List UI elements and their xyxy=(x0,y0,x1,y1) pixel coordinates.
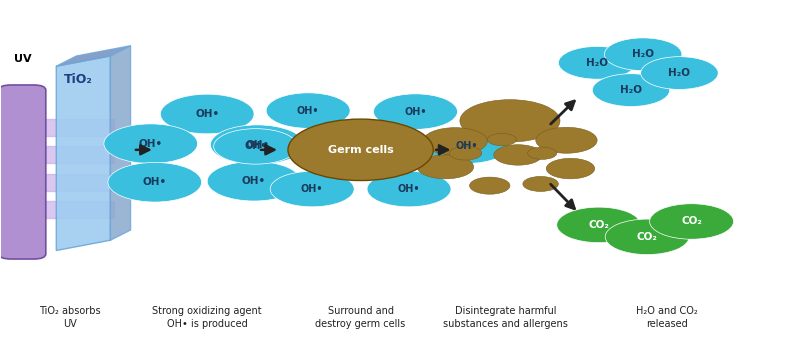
Text: OH•: OH• xyxy=(245,140,270,150)
Circle shape xyxy=(494,145,542,165)
Circle shape xyxy=(207,161,301,201)
Text: TiO₂: TiO₂ xyxy=(64,73,92,86)
Circle shape xyxy=(214,129,297,164)
Text: OH•: OH• xyxy=(297,106,319,116)
Circle shape xyxy=(650,204,734,239)
Circle shape xyxy=(460,100,560,142)
Circle shape xyxy=(266,93,350,128)
Circle shape xyxy=(271,171,354,207)
Text: UV: UV xyxy=(14,54,32,64)
Circle shape xyxy=(104,124,198,163)
Text: OH•: OH• xyxy=(195,109,220,119)
Text: OH•: OH• xyxy=(301,184,323,194)
Circle shape xyxy=(108,162,202,202)
Text: CO₂: CO₂ xyxy=(681,216,702,226)
Polygon shape xyxy=(110,46,130,240)
Circle shape xyxy=(535,127,597,153)
Circle shape xyxy=(450,147,482,160)
Text: H₂O: H₂O xyxy=(632,49,654,59)
Text: OH•: OH• xyxy=(404,107,427,117)
Circle shape xyxy=(546,158,595,179)
Circle shape xyxy=(558,46,636,79)
Circle shape xyxy=(423,128,488,155)
Circle shape xyxy=(288,119,433,181)
Text: OH•: OH• xyxy=(242,176,266,186)
Text: OH•: OH• xyxy=(398,184,420,194)
Circle shape xyxy=(522,176,558,192)
Text: CO₂: CO₂ xyxy=(637,232,658,242)
Circle shape xyxy=(211,125,304,164)
Circle shape xyxy=(160,94,254,134)
Circle shape xyxy=(641,57,718,89)
Text: H₂O: H₂O xyxy=(668,68,690,78)
Circle shape xyxy=(604,38,682,71)
Text: H₂O and CO₂
released: H₂O and CO₂ released xyxy=(637,306,698,329)
Text: H₂O: H₂O xyxy=(620,85,642,95)
Circle shape xyxy=(470,177,510,194)
Text: Disintegrate harmful
substances and allergens: Disintegrate harmful substances and alle… xyxy=(443,306,569,329)
Circle shape xyxy=(605,219,689,255)
Text: OH•: OH• xyxy=(139,139,163,149)
Text: OH•: OH• xyxy=(456,141,479,151)
Polygon shape xyxy=(56,46,130,66)
Circle shape xyxy=(488,133,517,146)
Text: TiO₂ absorbs
UV: TiO₂ absorbs UV xyxy=(39,306,100,329)
Circle shape xyxy=(592,74,670,107)
Text: Strong oxidizing agent
OH• is produced: Strong oxidizing agent OH• is produced xyxy=(152,306,262,329)
Text: OH•: OH• xyxy=(143,177,167,187)
Polygon shape xyxy=(56,56,110,250)
Circle shape xyxy=(527,147,556,159)
Circle shape xyxy=(373,94,458,129)
Text: OH•: OH• xyxy=(245,141,267,151)
FancyBboxPatch shape xyxy=(0,85,46,259)
Circle shape xyxy=(367,171,451,207)
Text: CO₂: CO₂ xyxy=(588,220,609,230)
Circle shape xyxy=(417,155,474,179)
Text: Germ cells: Germ cells xyxy=(328,145,394,155)
Circle shape xyxy=(556,207,641,243)
Circle shape xyxy=(425,128,509,163)
Text: Surround and
destroy germ cells: Surround and destroy germ cells xyxy=(315,306,406,329)
Text: H₂O: H₂O xyxy=(586,58,608,68)
